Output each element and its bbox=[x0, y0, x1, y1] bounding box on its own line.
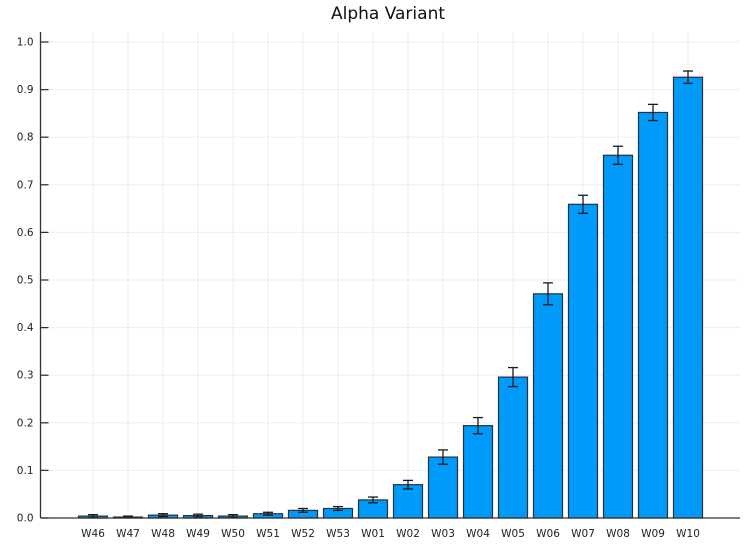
bar bbox=[392, 484, 424, 519]
chart-title: Alpha Variant bbox=[331, 4, 445, 24]
x-tick-label: W05 bbox=[501, 528, 525, 540]
y-tick-label: 0.0 bbox=[17, 513, 34, 525]
x-tick-label: W49 bbox=[186, 528, 210, 540]
bar bbox=[427, 456, 459, 519]
y-tick-label: 0.3 bbox=[17, 370, 34, 382]
bar bbox=[497, 376, 529, 519]
y-tick-label: 0.1 bbox=[17, 465, 34, 477]
y-tick-label: 0.5 bbox=[17, 275, 34, 287]
x-tick-label: W48 bbox=[151, 528, 175, 540]
x-tick-label: W53 bbox=[326, 528, 350, 540]
x-tick-label: W50 bbox=[221, 528, 245, 540]
y-tick-label: 0.7 bbox=[17, 179, 34, 191]
x-tick-label: W03 bbox=[431, 528, 455, 540]
axis-layer: 0.0 0.1 0.2 0.3 0.4 0.5 0.6 0.7 0.8 0.9 1.0 W46 W47 W… bbox=[17, 32, 740, 540]
x-tick-label: W02 bbox=[396, 528, 420, 540]
x-tick-label: W01 bbox=[361, 528, 385, 540]
y-tick-label: 0.6 bbox=[17, 227, 34, 239]
y-tick-label: 0.2 bbox=[17, 417, 34, 429]
x-tick-label: W52 bbox=[291, 528, 315, 540]
bar bbox=[462, 425, 494, 519]
bar-layer bbox=[77, 70, 704, 519]
x-tick-label: W04 bbox=[466, 528, 490, 540]
x-tick-label: W09 bbox=[641, 528, 665, 540]
y-tick-label: 0.9 bbox=[17, 84, 34, 96]
bar bbox=[672, 76, 704, 519]
y-tick-label: 0.4 bbox=[17, 322, 34, 334]
bar bbox=[532, 293, 564, 519]
x-tick-label: W06 bbox=[536, 528, 560, 540]
x-tick-label: W08 bbox=[606, 528, 630, 540]
y-tick-label: 0.8 bbox=[17, 132, 34, 144]
x-tick-label: W46 bbox=[81, 528, 105, 540]
bar bbox=[567, 203, 599, 519]
x-tick-label: W10 bbox=[676, 528, 700, 540]
x-tick-label: W51 bbox=[256, 528, 280, 540]
bar bbox=[602, 154, 634, 519]
bar bbox=[637, 111, 669, 519]
y-tick-label: 1.0 bbox=[17, 37, 34, 49]
grid-layer bbox=[40, 32, 740, 519]
x-tick-label: W47 bbox=[116, 528, 140, 540]
x-tick-label: W07 bbox=[571, 528, 595, 540]
